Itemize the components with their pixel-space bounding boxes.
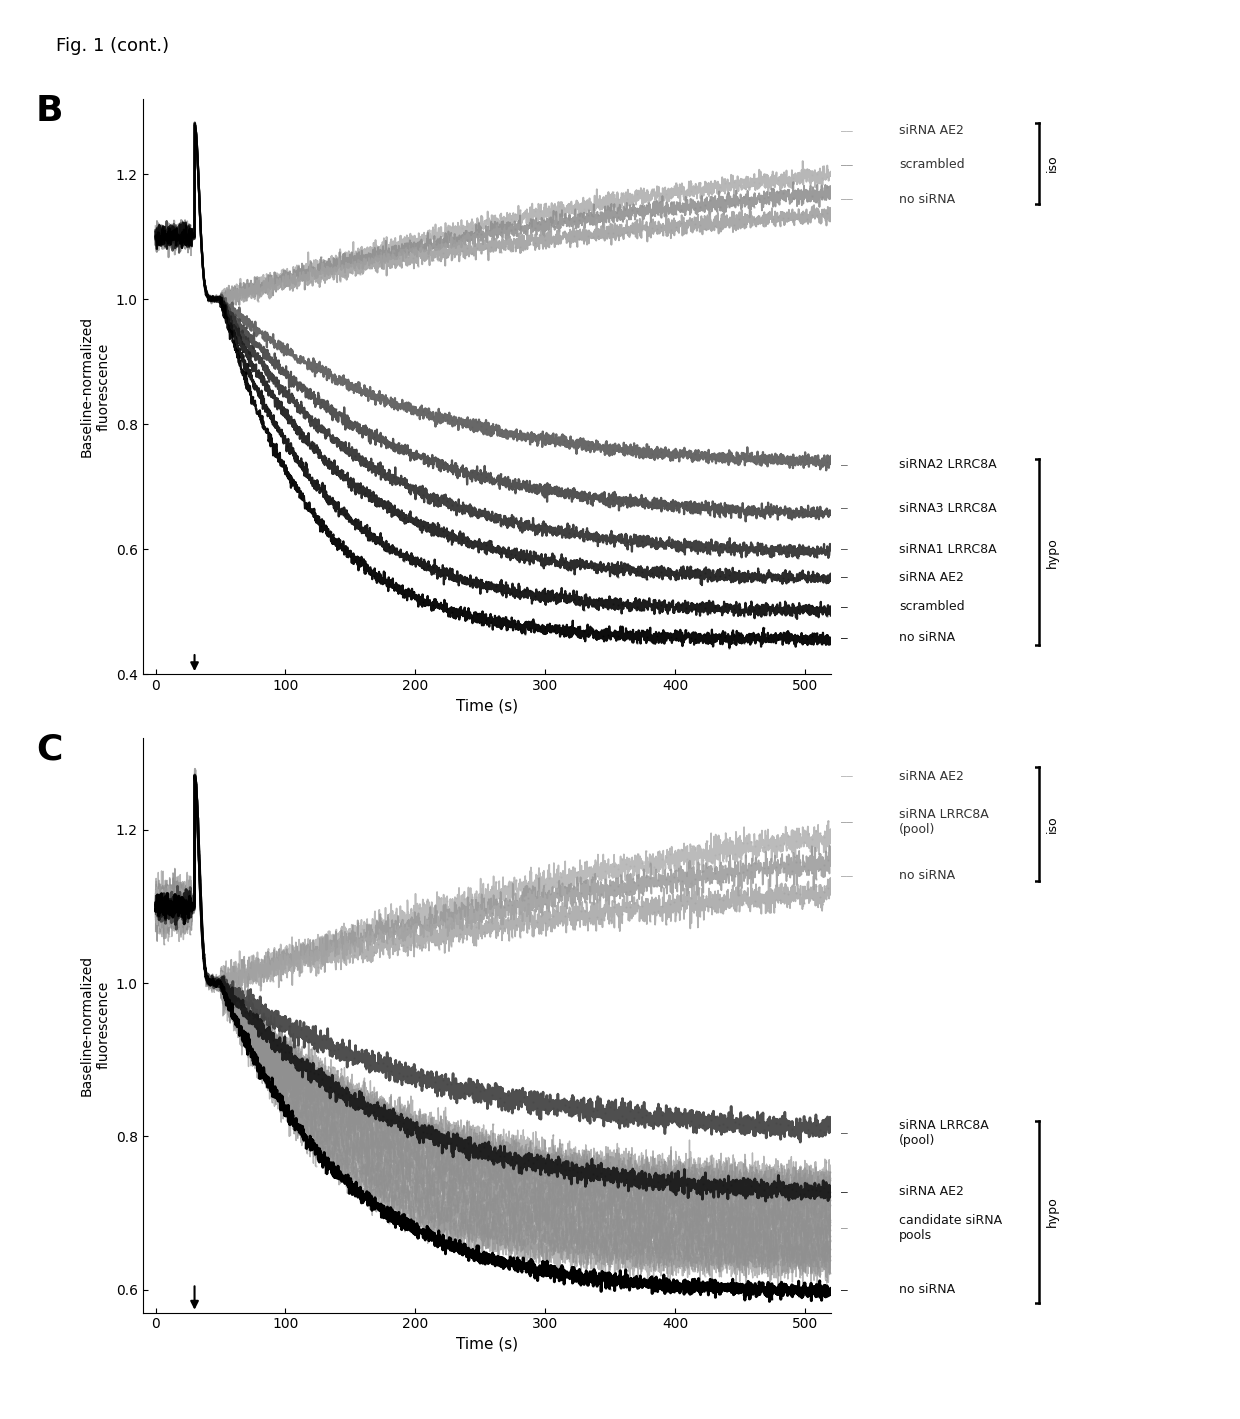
Text: siRNA2 LRRC8A: siRNA2 LRRC8A: [899, 458, 997, 471]
Text: candidate siRNA
pools: candidate siRNA pools: [899, 1215, 1002, 1242]
Text: —: —: [841, 1128, 854, 1138]
Text: ——: ——: [841, 194, 858, 204]
Text: siRNA AE2: siRNA AE2: [899, 570, 963, 583]
Text: C: C: [36, 732, 62, 766]
Text: —: —: [841, 460, 854, 470]
Text: scrambled: scrambled: [899, 600, 965, 613]
Text: iso: iso: [1047, 155, 1059, 172]
Text: ——: ——: [841, 817, 858, 827]
Text: ——: ——: [841, 771, 858, 782]
Text: no siRNA: no siRNA: [899, 870, 955, 883]
Text: scrambled: scrambled: [899, 159, 965, 172]
Text: —: —: [841, 543, 854, 553]
Text: ——: ——: [841, 160, 858, 170]
Text: siRNA AE2: siRNA AE2: [899, 123, 963, 138]
Text: —: —: [841, 602, 854, 612]
Text: iso: iso: [1047, 816, 1059, 833]
X-axis label: Time (s): Time (s): [455, 1337, 518, 1352]
X-axis label: Time (s): Time (s): [455, 698, 518, 714]
Text: —: —: [841, 633, 854, 643]
Text: siRNA LRRC8A
(pool): siRNA LRRC8A (pool): [899, 809, 988, 836]
Text: siRNA1 LRRC8A: siRNA1 LRRC8A: [899, 542, 997, 556]
Text: hypo: hypo: [1047, 536, 1059, 568]
Text: hypo: hypo: [1047, 1196, 1059, 1227]
Text: siRNA AE2: siRNA AE2: [899, 769, 963, 783]
Text: no siRNA: no siRNA: [899, 1283, 955, 1296]
Text: siRNA LRRC8A
(pool): siRNA LRRC8A (pool): [899, 1118, 988, 1147]
Text: siRNA3 LRRC8A: siRNA3 LRRC8A: [899, 502, 997, 515]
Text: no siRNA: no siRNA: [899, 193, 955, 206]
Text: ——: ——: [841, 125, 858, 136]
Y-axis label: Baseline-normalized
fluorescence: Baseline-normalized fluorescence: [81, 316, 110, 457]
Text: B: B: [36, 94, 63, 128]
Text: —: —: [841, 1284, 854, 1294]
Text: —: —: [841, 504, 854, 514]
Y-axis label: Baseline-normalized
fluorescence: Baseline-normalized fluorescence: [81, 955, 110, 1095]
Text: —: —: [841, 1186, 854, 1196]
Text: ——: ——: [841, 871, 858, 881]
Text: —: —: [841, 1223, 854, 1233]
Text: no siRNA: no siRNA: [899, 631, 955, 644]
Text: siRNA AE2: siRNA AE2: [899, 1185, 963, 1198]
Text: Fig. 1 (cont.): Fig. 1 (cont.): [56, 37, 169, 55]
Text: —: —: [841, 572, 854, 582]
